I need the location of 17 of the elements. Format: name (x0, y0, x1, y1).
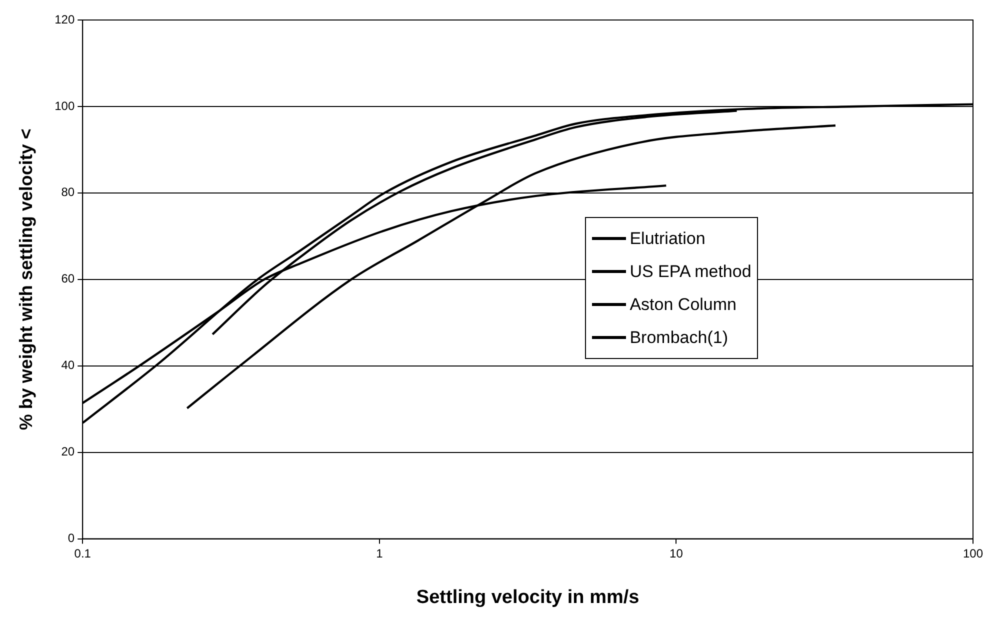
x-tick-label: 100 (962, 546, 984, 560)
x-axis-title: Settling velocity in mm/s (416, 586, 640, 608)
y-tick-label: 120 (54, 12, 75, 26)
legend-label: Brombach(1) (630, 328, 728, 348)
x-tick-label: 0.1 (74, 546, 92, 560)
y-tick-label: 80 (61, 185, 75, 200)
y-tick-label: 20 (61, 444, 75, 459)
y-tick-label: 60 (61, 272, 75, 286)
y-tick-label: 100 (54, 98, 75, 113)
legend-label: Elutriation (630, 228, 706, 249)
y-axis-title: % by weight with settling velocity < (16, 128, 36, 430)
legend-label: US EPA method (630, 262, 752, 282)
y-tick-label: 0 (68, 531, 75, 546)
y-tick-label: 40 (61, 358, 75, 372)
x-tick-label: 10 (670, 546, 684, 560)
x-tick-label: 1 (376, 546, 384, 560)
legend-label: Aston Column (630, 294, 736, 315)
